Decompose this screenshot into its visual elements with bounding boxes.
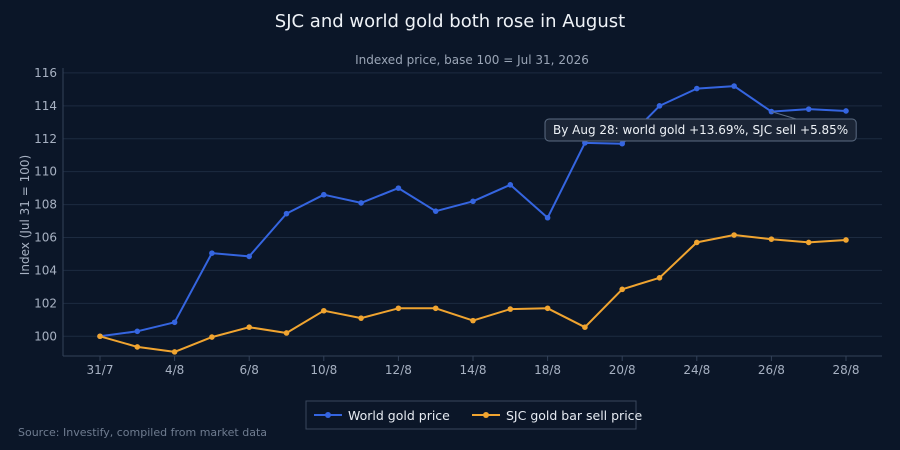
x-tick-label: 4/8 bbox=[165, 363, 184, 377]
legend-label-world: World gold price bbox=[348, 408, 450, 423]
data-point-sjc[interactable] bbox=[134, 344, 141, 350]
data-point-world[interactable] bbox=[171, 319, 178, 326]
annotation-arrow bbox=[771, 111, 797, 120]
annotation-box bbox=[544, 118, 857, 142]
data-point-sjc[interactable] bbox=[283, 330, 290, 336]
data-point-world[interactable] bbox=[395, 185, 402, 191]
data-point-world[interactable] bbox=[246, 253, 252, 260]
data-point-sjc[interactable] bbox=[470, 317, 476, 324]
data-point-world[interactable] bbox=[544, 214, 551, 221]
data-point-sjc[interactable] bbox=[619, 286, 625, 293]
source-note: Source: Investify, compiled from market … bbox=[18, 426, 267, 439]
data-point-sjc[interactable] bbox=[209, 334, 215, 340]
data-point-sjc[interactable] bbox=[805, 239, 812, 246]
data-point-world[interactable] bbox=[283, 210, 290, 217]
y-tick-label: 116 bbox=[34, 66, 57, 80]
data-point-world[interactable] bbox=[768, 108, 775, 115]
data-point-world[interactable] bbox=[321, 191, 327, 198]
x-tick-label: 28/8 bbox=[833, 363, 860, 377]
data-point-sjc[interactable] bbox=[246, 324, 252, 331]
x-tick-label: 14/8 bbox=[460, 363, 487, 377]
y-tick-label: 114 bbox=[34, 99, 57, 113]
annotation: By Aug 28: world gold +13.69%, SJC sell … bbox=[544, 111, 857, 142]
data-point-world[interactable] bbox=[805, 106, 812, 112]
data-point-sjc[interactable] bbox=[694, 239, 700, 246]
data-point-world[interactable] bbox=[358, 200, 364, 206]
y-tick-label: 102 bbox=[34, 296, 57, 310]
data-point-world[interactable] bbox=[656, 103, 663, 109]
y-axis: 100 102 104 106 108 110 112 114 116 bbox=[34, 66, 64, 356]
y-tick-label: 112 bbox=[34, 132, 57, 146]
gridlines bbox=[63, 72, 882, 337]
legend-marker-world bbox=[325, 412, 331, 418]
data-point-world[interactable] bbox=[694, 85, 700, 92]
data-point-sjc[interactable] bbox=[395, 305, 402, 312]
chart-title: SJC and world gold both rose in August bbox=[275, 11, 625, 32]
legend: World gold price SJC gold bar sell price bbox=[305, 400, 643, 430]
data-point-world[interactable] bbox=[209, 250, 215, 256]
legend-box bbox=[305, 400, 637, 430]
y-tick-label: 110 bbox=[34, 165, 57, 179]
y-tick-label: 100 bbox=[34, 329, 57, 343]
data-point-sjc[interactable] bbox=[432, 305, 439, 312]
data-point-sjc[interactable] bbox=[171, 349, 178, 355]
x-tick-label: 31/7 bbox=[87, 363, 114, 377]
data-point-world[interactable] bbox=[619, 140, 625, 147]
data-point-sjc[interactable] bbox=[507, 306, 514, 312]
x-tick-label: 6/8 bbox=[240, 363, 259, 377]
x-tick-label: 20/8 bbox=[609, 363, 636, 377]
data-point-world[interactable] bbox=[843, 108, 849, 114]
data-point-sjc[interactable] bbox=[731, 232, 737, 238]
data-point-world[interactable] bbox=[731, 83, 737, 89]
x-axis: 31/7 4/8 6/8 10/8 12/8 14/8 18/8 20/8 24/8 26/8 28… bbox=[87, 356, 860, 377]
series bbox=[97, 83, 849, 355]
data-point-sjc[interactable] bbox=[582, 324, 588, 331]
x-tick-label: 26/8 bbox=[758, 363, 785, 377]
data-point-world[interactable] bbox=[470, 198, 476, 205]
legend-item-world[interactable]: World gold price bbox=[314, 408, 450, 423]
y-tick-label: 106 bbox=[34, 231, 57, 245]
x-tick-label: 24/8 bbox=[683, 363, 710, 377]
y-tick-label: 104 bbox=[34, 263, 57, 277]
data-point-world[interactable] bbox=[134, 328, 141, 335]
x-tick-label: 18/8 bbox=[534, 363, 561, 377]
data-point-sjc[interactable] bbox=[656, 275, 663, 281]
data-point-sjc[interactable] bbox=[321, 307, 327, 314]
y-tick-label: 108 bbox=[34, 198, 57, 212]
chart-subtitle: Indexed price, base 100 = Jul 31, 2026 bbox=[355, 53, 589, 67]
data-point-world[interactable] bbox=[507, 182, 514, 188]
x-tick-label: 10/8 bbox=[310, 363, 337, 377]
data-point-sjc[interactable] bbox=[97, 333, 103, 340]
x-tick-label: 12/8 bbox=[385, 363, 412, 377]
series-sjc bbox=[97, 232, 849, 355]
annotation-text: By Aug 28: world gold +13.69%, SJC sell … bbox=[553, 123, 848, 137]
data-point-sjc[interactable] bbox=[843, 237, 849, 243]
data-point-sjc[interactable] bbox=[768, 236, 775, 242]
legend-label-sjc: SJC gold bar sell price bbox=[506, 408, 643, 423]
data-point-sjc[interactable] bbox=[358, 315, 364, 321]
legend-item-sjc[interactable]: SJC gold bar sell price bbox=[472, 408, 643, 423]
y-axis-label: Index (Jul 31 = 100) bbox=[18, 155, 32, 275]
data-point-sjc[interactable] bbox=[544, 305, 551, 312]
data-point-world[interactable] bbox=[432, 208, 439, 214]
legend-marker-sjc bbox=[483, 412, 489, 418]
